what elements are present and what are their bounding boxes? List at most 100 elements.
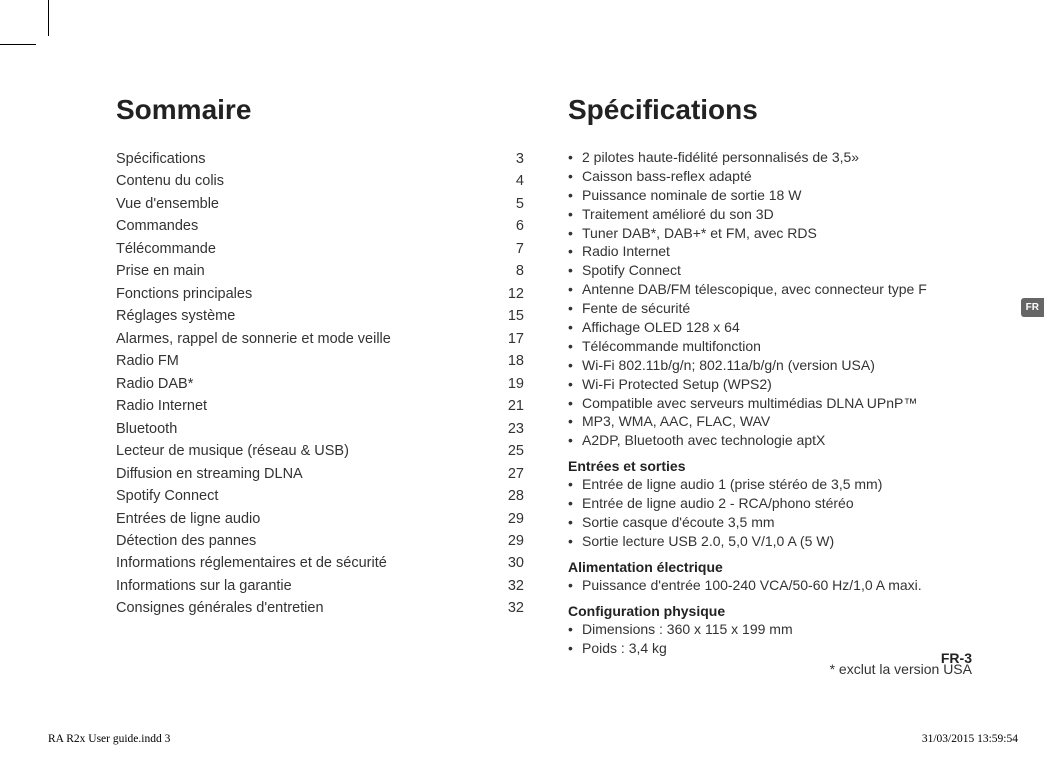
toc-page: 21: [490, 395, 524, 417]
spec-item: Puissance d'entrée 100-240 VCA/50-60 Hz/…: [568, 576, 976, 595]
toc-page: 27: [490, 463, 524, 485]
toc-label: Commandes: [116, 215, 198, 237]
toc-page: 28: [490, 485, 524, 507]
toc-label: Détection des pannes: [116, 530, 256, 552]
spec-item: A2DP, Bluetooth avec technologie aptX: [568, 431, 976, 450]
spec-main-list: 2 pilotes haute-fidélité personnalisés d…: [568, 148, 976, 450]
toc-row: Commandes 6: [116, 215, 524, 237]
toc-row: Prise en main 8: [116, 260, 524, 282]
toc-row: Bluetooth 23: [116, 418, 524, 440]
toc-label: Informations sur la garantie: [116, 575, 292, 597]
toc-label: Alarmes, rappel de sonnerie et mode veil…: [116, 328, 391, 350]
spec-item: Compatible avec serveurs multimédias DLN…: [568, 394, 976, 413]
spec-item: Traitement amélioré du son 3D: [568, 205, 976, 224]
spec-item: Sortie casque d'écoute 3,5 mm: [568, 513, 976, 532]
spec-subheading: Configuration physique: [568, 603, 976, 619]
toc-row: Réglages système 15: [116, 305, 524, 327]
toc-label: Fonctions principales: [116, 283, 252, 305]
toc-label: Radio FM: [116, 350, 179, 372]
spec-item: Puissance nominale de sortie 18 W: [568, 186, 976, 205]
spec-item: Entrée de ligne audio 2 - RCA/phono stér…: [568, 494, 976, 513]
toc-page: 15: [490, 305, 524, 327]
toc-label: Contenu du colis: [116, 170, 224, 192]
toc-label: Entrées de ligne audio: [116, 508, 260, 530]
toc-page: 29: [490, 508, 524, 530]
toc-row: Entrées de ligne audio 29: [116, 508, 524, 530]
spec-subheading: Entrées et sorties: [568, 458, 976, 474]
toc-label: Lecteur de musique (réseau & USB): [116, 440, 349, 462]
toc-row: Fonctions principales 12: [116, 283, 524, 305]
toc-row: Alarmes, rappel de sonnerie et mode veil…: [116, 328, 524, 350]
spec-item: Télécommande multifonction: [568, 337, 976, 356]
toc-page: 3: [490, 148, 524, 170]
spec-item: Sortie lecture USB 2.0, 5,0 V/1,0 A (5 W…: [568, 532, 976, 551]
toc-page: 6: [490, 215, 524, 237]
toc-row: Consignes générales d'entretien 32: [116, 597, 524, 619]
toc-label: Spécifications: [116, 148, 205, 170]
toc-row: Diffusion en streaming DLNA 27: [116, 463, 524, 485]
spec-item: Wi-Fi Protected Setup (WPS2): [568, 375, 976, 394]
toc-row: Contenu du colis 4: [116, 170, 524, 192]
toc-page: 12: [490, 283, 524, 305]
spec-item: Antenne DAB/FM télescopique, avec connec…: [568, 280, 976, 299]
spec-item: Caisson bass-reflex adapté: [568, 167, 976, 186]
toc-label: Informations réglementaires et de sécuri…: [116, 552, 387, 574]
toc-row: Radio Internet 21: [116, 395, 524, 417]
spec-item: Fente de sécurité: [568, 299, 976, 318]
toc-row: Radio FM 18: [116, 350, 524, 372]
spec-item: MP3, WMA, AAC, FLAC, WAV: [568, 412, 976, 431]
toc-label: Radio DAB*: [116, 373, 193, 395]
toc-page: 19: [490, 373, 524, 395]
page-number: FR-3: [941, 650, 972, 666]
toc-row: Télécommande 7: [116, 238, 524, 260]
toc-label: Consignes générales d'entretien: [116, 597, 324, 619]
footer-right: 31/03/2015 13:59:54: [922, 733, 1018, 745]
toc-row: Spotify Connect 28: [116, 485, 524, 507]
spec-item: Entrée de ligne audio 1 (prise stéréo de…: [568, 475, 976, 494]
footer: RA R2x User guide.indd 3 31/03/2015 13:5…: [48, 733, 1018, 745]
toc-page: 23: [490, 418, 524, 440]
spec-item: 2 pilotes haute-fidélité personnalisés d…: [568, 148, 976, 167]
spec-item: Wi-Fi 802.11b/g/n; 802.11a/b/g/n (versio…: [568, 356, 976, 375]
spec-sublist: Entrée de ligne audio 1 (prise stéréo de…: [568, 475, 976, 551]
toc-label: Vue d'ensemble: [116, 193, 219, 215]
toc-label: Réglages système: [116, 305, 235, 327]
toc-row: Informations sur la garantie 32: [116, 575, 524, 597]
spec-title: Spécifications: [568, 94, 976, 126]
toc-page: 7: [490, 238, 524, 260]
toc-label: Diffusion en streaming DLNA: [116, 463, 303, 485]
spec-item: Poids : 3,4 kg: [568, 639, 976, 658]
toc-label: Prise en main: [116, 260, 205, 282]
toc-page: 32: [490, 575, 524, 597]
toc-label: Spotify Connect: [116, 485, 218, 507]
toc-row: Vue d'ensemble 5: [116, 193, 524, 215]
toc-page: 17: [490, 328, 524, 350]
toc-label: Radio Internet: [116, 395, 207, 417]
left-column: Sommaire Spécifications3Contenu du colis…: [116, 94, 524, 677]
toc-list: Spécifications3Contenu du colis4Vue d'en…: [116, 148, 524, 620]
toc-page: 29: [490, 530, 524, 552]
spec-sublist: Dimensions : 360 x 115 x 199 mmPoids : 3…: [568, 620, 976, 658]
toc-label: Bluetooth: [116, 418, 177, 440]
spec-sublist: Puissance d'entrée 100-240 VCA/50-60 Hz/…: [568, 576, 976, 595]
toc-row: Informations réglementaires et de sécuri…: [116, 552, 524, 574]
toc-page: 8: [490, 260, 524, 282]
spec-item: Dimensions : 360 x 115 x 199 mm: [568, 620, 976, 639]
toc-label: Télécommande: [116, 238, 216, 260]
language-tab: FR: [1021, 298, 1044, 317]
toc-page: 4: [490, 170, 524, 192]
toc-row: Détection des pannes 29: [116, 530, 524, 552]
toc-row: Lecteur de musique (réseau & USB) 25: [116, 440, 524, 462]
toc-page: 5: [490, 193, 524, 215]
spec-item: Tuner DAB*, DAB+* et FM, avec RDS: [568, 224, 976, 243]
footnote: * exclut la version USA: [568, 661, 976, 677]
toc-page: 32: [490, 597, 524, 619]
page-content: Sommaire Spécifications3Contenu du colis…: [116, 94, 976, 677]
spec-subheading: Alimentation électrique: [568, 559, 976, 575]
toc-page: 25: [490, 440, 524, 462]
toc-page: 18: [490, 350, 524, 372]
spec-item: Spotify Connect: [568, 261, 976, 280]
toc-title: Sommaire: [116, 94, 524, 126]
spec-item: Affichage OLED 128 x 64: [568, 318, 976, 337]
toc-row: Spécifications 3: [116, 148, 524, 170]
